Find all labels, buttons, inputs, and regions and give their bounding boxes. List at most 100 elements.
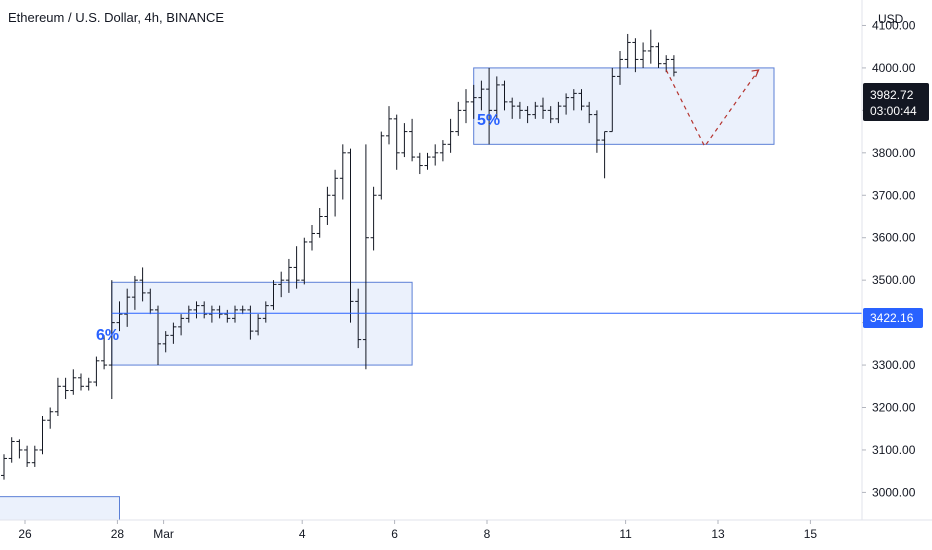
x-tick-label: 11 — [619, 527, 632, 541]
ohlc-bar — [409, 118, 416, 162]
y-tick-label: 3100.00 — [872, 443, 916, 457]
ohlc-bar — [232, 305, 238, 323]
time-axis[interactable]: 26 28 Mar 4 6 8 11 13 15 — [18, 520, 817, 541]
ohlc-bar — [8, 437, 15, 463]
ohlc-bar — [439, 140, 446, 162]
ohlc-bar — [524, 106, 531, 124]
ohlc-bar — [293, 246, 300, 289]
ohlc-bar — [47, 407, 54, 429]
ohlc-bar — [570, 89, 577, 111]
ohlc-bar — [547, 106, 554, 124]
ohlc-bar — [70, 369, 77, 395]
current-price-tag: 3982.72 03:00:44 — [863, 83, 929, 121]
y-tick-label: 3200.00 — [872, 401, 916, 415]
x-tick-label: 28 — [111, 527, 125, 541]
ohlc-bar — [370, 186, 377, 251]
ohlc-bar — [270, 280, 277, 310]
ohlc-bar — [185, 305, 192, 323]
ohlc-bar — [131, 275, 138, 310]
x-tick-label: 13 — [711, 527, 725, 541]
ohlc-bar — [332, 169, 339, 217]
ohlc-bar — [463, 89, 469, 124]
ohlc-bar — [116, 301, 123, 332]
ohlc-bar — [601, 131, 608, 179]
ohlc-bar — [362, 144, 369, 370]
ohlc-bar — [201, 301, 208, 319]
ohlc-bar — [501, 80, 508, 111]
range-box-2 — [0, 496, 120, 521]
ohlc-bar — [432, 144, 439, 166]
ohlc-bar — [78, 373, 84, 391]
ohlc-bar — [378, 131, 385, 200]
ohlc-bar — [486, 67, 493, 145]
ohlc-bar — [386, 106, 392, 145]
ohlc-bar — [532, 101, 539, 119]
ohlc-bar — [124, 288, 131, 327]
ohlc-bar — [339, 144, 346, 200]
ohlc-bar — [147, 288, 154, 315]
ohlc-bar — [647, 29, 654, 64]
ohlc-bar — [247, 305, 254, 340]
x-tick-label: 4 — [299, 527, 306, 541]
range-boxes — [0, 67, 775, 521]
x-tick-label: 26 — [18, 527, 32, 541]
ohlc-bar — [609, 67, 616, 133]
ohlc-bar — [470, 84, 477, 119]
ohlc-bar — [208, 305, 215, 323]
currency-selector[interactable]: USD — [878, 12, 904, 26]
ohlc-bar — [540, 97, 546, 119]
ohlc-bar — [617, 50, 623, 85]
ohlc-bar — [624, 33, 631, 68]
ohlc-bar — [31, 445, 38, 467]
y-tick-label: 3700.00 — [872, 188, 916, 202]
ohlc-bar — [224, 309, 231, 323]
overlay-lines — [111, 69, 862, 314]
ohlc-bar — [162, 331, 169, 353]
range2-percent-label: 5% — [477, 112, 500, 129]
chart-title: Ethereum / U.S. Dollar, 4h, BINANCE — [8, 10, 225, 25]
ohlc-bar — [262, 301, 269, 323]
ohlc-bar — [178, 314, 185, 336]
ohlc-bar — [593, 110, 600, 153]
ohlc-bar — [85, 377, 92, 391]
ohlc-bar — [139, 267, 146, 302]
countdown-timer: 03:00:44 — [870, 104, 917, 118]
range-box-1 — [473, 67, 775, 145]
ohlc-bar — [393, 114, 400, 170]
ohlc-bar — [24, 445, 31, 467]
ohlc-bar — [355, 288, 362, 349]
ohlc-bar — [670, 55, 677, 77]
x-tick-label: 6 — [391, 527, 398, 541]
ohlc-bar — [655, 42, 662, 68]
ohlc-bar — [478, 80, 485, 111]
ohlc-bar — [493, 76, 500, 119]
hline-price-value: 3422.16 — [870, 311, 914, 325]
ohlc-bar — [316, 208, 323, 238]
ohlc-bar — [347, 148, 354, 323]
y-tick-label: 3300.00 — [872, 358, 916, 372]
ohlc-bar — [216, 305, 223, 319]
ohlc-bar — [309, 224, 315, 251]
projection-path — [665, 69, 760, 148]
ohlc-bar — [278, 271, 285, 298]
ohlc-bar — [54, 377, 61, 416]
x-tick-label: 15 — [804, 527, 818, 541]
y-tick-label: 3000.00 — [872, 485, 916, 499]
x-tick-label: Mar — [153, 527, 174, 541]
ohlc-bar — [16, 439, 23, 459]
x-tick-label: 8 — [484, 527, 491, 541]
ohlc-bar — [285, 258, 292, 293]
ohlc-bar — [255, 314, 262, 336]
ohlc-bar — [563, 93, 570, 115]
ohlc-bar — [155, 305, 161, 366]
ohlc-bar — [301, 237, 308, 285]
range-box-0 — [111, 281, 413, 366]
ohlc-bar — [632, 38, 639, 73]
ohlc-bar — [447, 118, 454, 153]
ohlc-bar — [101, 335, 108, 370]
ohlc-bar — [193, 301, 200, 319]
ohlc-bar — [93, 356, 100, 387]
ohlc-bar — [586, 101, 593, 124]
